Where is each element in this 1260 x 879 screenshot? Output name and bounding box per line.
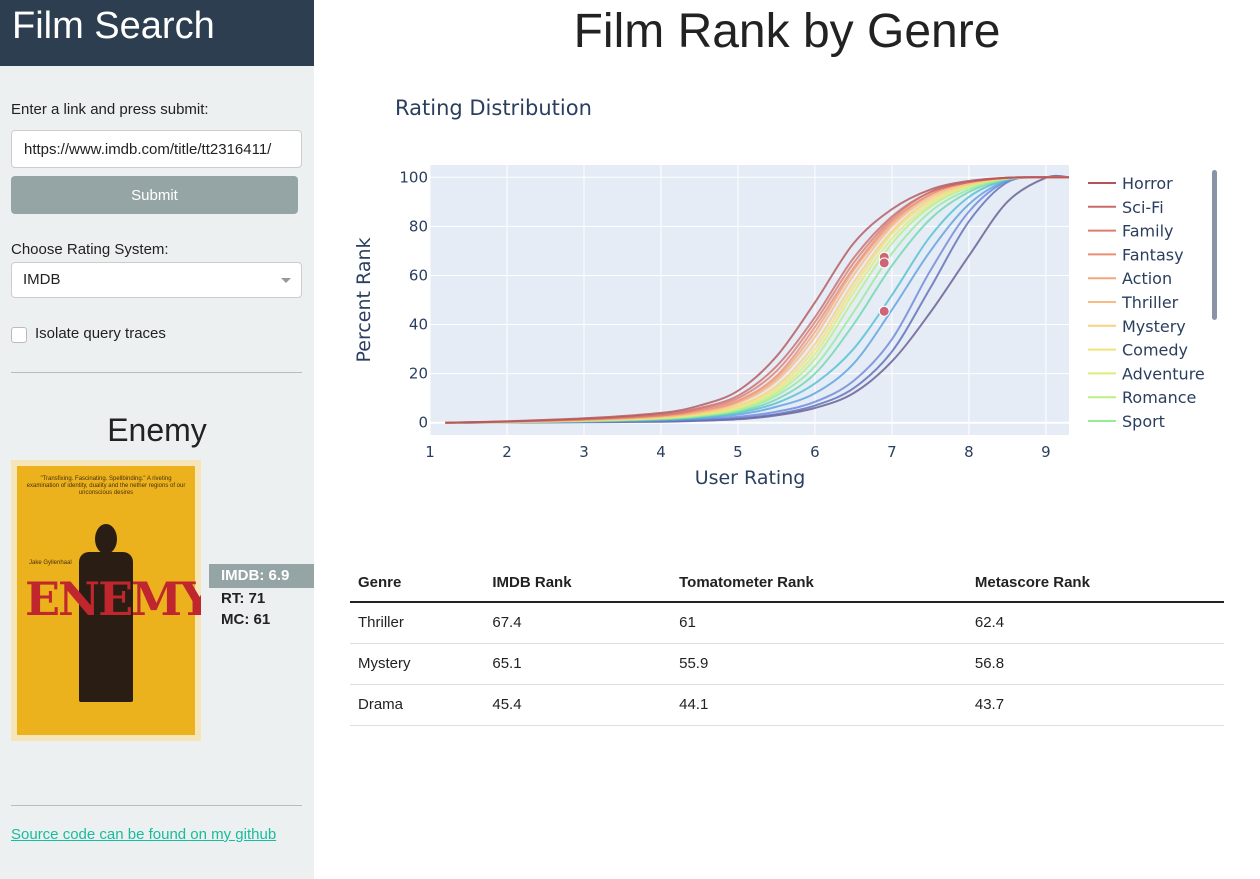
query-marker <box>878 257 890 269</box>
legend-item: Action <box>1122 269 1172 288</box>
mc-score: MC: 61 <box>221 611 271 628</box>
legend-item: Adventure <box>1122 364 1205 383</box>
poster-figure-head <box>95 524 117 554</box>
legend-item: Comedy <box>1122 341 1188 360</box>
table-cell: Drama <box>350 684 485 726</box>
table-header-cell: Metascore Rank <box>966 564 1224 603</box>
legend-item: Thriller <box>1121 293 1179 312</box>
table-row: Thriller 67.4 61 62.4 <box>350 602 1224 644</box>
table-header-cell: Tomatometer Rank <box>671 564 967 603</box>
x-tick-label: 8 <box>964 443 974 461</box>
table-header-cell: Genre <box>350 564 485 603</box>
y-tick-label: 80 <box>409 217 428 235</box>
legend-item: Sport <box>1122 412 1165 431</box>
table-cell: 55.9 <box>671 643 967 685</box>
table-cell: 56.8 <box>966 643 1224 685</box>
chevron-down-icon <box>281 278 291 283</box>
table-cell: 67.4 <box>484 602 672 644</box>
legend-scrollbar[interactable] <box>1212 170 1217 320</box>
table-row: Mystery 65.1 55.9 56.8 <box>350 643 1224 685</box>
film-scores: IMDB: 6.9 RT: 71 MC: 61 <box>209 564 314 630</box>
link-input-label: Enter a link and press submit: <box>11 101 209 118</box>
y-tick-label: 100 <box>399 168 428 186</box>
rt-score: RT: 71 <box>221 590 266 607</box>
divider <box>11 372 302 373</box>
legend-item: Family <box>1122 222 1173 241</box>
isolate-traces-label: Isolate query traces <box>35 325 166 342</box>
x-tick-label: 2 <box>502 443 512 461</box>
poster-blurb: "Transfixing. Fascinating. Spellbinding.… <box>26 476 186 496</box>
y-tick-label: 60 <box>409 266 428 284</box>
rating-system-select[interactable]: IMDB <box>11 262 302 298</box>
table-row: Drama 45.4 44.1 43.7 <box>350 684 1224 726</box>
x-tick-label: 7 <box>887 443 897 461</box>
chart-lines <box>445 174 1070 424</box>
x-tick-label: 9 <box>1041 443 1051 461</box>
y-axis-label: Percent Rank <box>353 237 375 362</box>
x-tick-label: 5 <box>733 443 743 461</box>
series-line <box>445 176 1070 424</box>
table-header-row: Genre IMDB Rank Tomatometer Rank Metascore … <box>350 564 1224 603</box>
rating-system-selected: IMDB <box>23 271 61 288</box>
x-tick-label: 1 <box>425 443 435 461</box>
x-tick-label: 4 <box>656 443 666 461</box>
table-cell: Mystery <box>350 643 485 685</box>
isolate-traces-checkbox[interactable] <box>11 327 27 343</box>
legend-item: Mystery <box>1122 317 1186 336</box>
page-title: Film Rank by Genre <box>573 5 1001 58</box>
table-cell: 65.1 <box>484 643 672 685</box>
rating-system-label: Choose Rating System: <box>11 241 169 258</box>
genre-rank-table: Genre IMDB Rank Tomatometer Rank Metascore … <box>350 564 1224 726</box>
table-cell: Thriller <box>350 602 485 644</box>
table-cell: 61 <box>671 602 967 644</box>
poster-figure-body <box>79 552 133 702</box>
legend-item: Sci-Fi <box>1122 198 1164 217</box>
divider <box>11 805 302 806</box>
sidebar: Film Search Enter a link and press submi… <box>0 0 314 879</box>
legend-item: Romance <box>1122 388 1196 407</box>
x-tick-label: 3 <box>579 443 589 461</box>
y-tick-label: 40 <box>409 316 428 334</box>
table-header-cell: IMDB Rank <box>484 564 672 603</box>
legend-item: Horror <box>1122 174 1173 193</box>
x-axis-label: User Rating <box>695 467 806 489</box>
imdb-score: IMDB: 6.9 <box>209 564 314 588</box>
y-tick-label: 0 <box>418 414 428 432</box>
table-cell: 44.1 <box>671 684 967 726</box>
submit-button[interactable]: Submit <box>11 176 298 214</box>
y-tick-label: 20 <box>409 365 428 383</box>
app-title: Film Search <box>0 0 314 66</box>
poster-title: ENEMY <box>25 572 201 626</box>
table-cell: 45.4 <box>484 684 672 726</box>
query-marker <box>878 305 890 317</box>
x-tick-label: 6 <box>810 443 820 461</box>
table-cell: 43.7 <box>966 684 1224 726</box>
poster-actor: Jake Gyllenhaal <box>29 560 72 566</box>
chart-markers <box>878 251 890 317</box>
table-body: Thriller 67.4 61 62.4 Mystery 65.1 55.9 56.8 Dra… <box>350 602 1224 726</box>
film-title: Enemy <box>107 412 207 448</box>
chart-legend[interactable]: Horror Sci-Fi Family Fantasy Action Thriller M… <box>1088 174 1205 431</box>
chart-ticks: 1 2 3 4 5 6 7 8 9 0 20 40 60 80 100 <box>399 168 1050 461</box>
legend-item: Fantasy <box>1122 245 1184 264</box>
github-link[interactable]: Source code can be found on my github <box>11 826 277 843</box>
rating-distribution-chart: Rating Distribution 1 2 3 4 5 6 7 8 9 0 20 40 60 80 10… <box>353 96 1217 489</box>
chart-title: Rating Distribution <box>395 96 592 120</box>
link-input[interactable] <box>11 130 302 168</box>
table-cell: 62.4 <box>966 602 1224 644</box>
film-poster: "Transfixing. Fascinating. Spellbinding.… <box>11 460 201 741</box>
